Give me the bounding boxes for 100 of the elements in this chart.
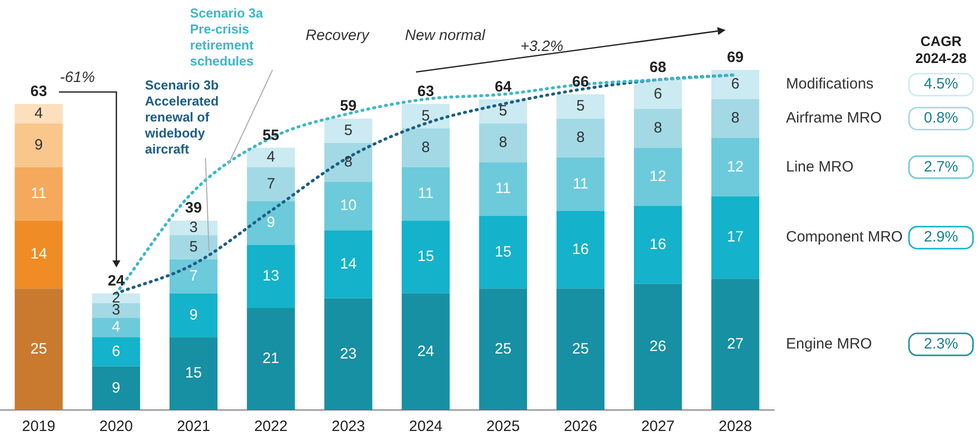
data-label: 6 (112, 342, 120, 360)
bar (14, 220, 63, 289)
text: Scenario 3a Pre-crisis retirement schedules (190, 6, 264, 69)
total-label: 63 (417, 83, 434, 100)
total-label: 63 (30, 83, 48, 100)
data-label: 8 (344, 153, 352, 170)
annotation: +3.2% (520, 38, 564, 56)
bar (479, 288, 528, 410)
data-label: 14 (30, 246, 48, 263)
bar (170, 259, 218, 294)
series-label: Line MRO (786, 158, 854, 176)
bar (556, 210, 604, 289)
bar (92, 366, 140, 410)
data-label: 6 (654, 85, 662, 102)
bar (246, 167, 295, 202)
x-tick-label: 2025 (486, 418, 520, 436)
bar (402, 293, 450, 410)
data-label: 13 (262, 268, 280, 285)
bar (479, 123, 528, 162)
data-label: 8 (654, 119, 662, 136)
data-label: 8 (731, 110, 740, 127)
bar (324, 182, 372, 230)
text: 2.7% (924, 158, 958, 176)
data-label: 16 (650, 236, 666, 253)
data-label: 3 (189, 219, 198, 236)
text: 0.8% (924, 110, 958, 127)
data-label: 4 (266, 148, 276, 166)
data-label: 5 (189, 238, 198, 256)
bar (92, 293, 140, 304)
bar (14, 288, 63, 410)
data-label: 11 (495, 180, 511, 198)
x-tick-label: 2019 (22, 418, 56, 436)
data-label: 25 (494, 340, 512, 358)
data-label: 4 (34, 104, 43, 122)
total-label: 64 (494, 78, 512, 96)
data-label: 7 (189, 268, 198, 285)
data-label: 25 (30, 340, 48, 358)
total-label: 39 (185, 200, 202, 217)
data-label: 5 (498, 102, 508, 120)
bar (324, 142, 372, 182)
bar (14, 104, 63, 124)
bar (324, 118, 372, 143)
bar (170, 337, 218, 410)
bar (711, 138, 760, 196)
bar (402, 104, 450, 128)
bar (634, 108, 682, 148)
total-label: 59 (340, 98, 357, 115)
data-label: 9 (266, 214, 276, 232)
bar (92, 337, 140, 366)
text: 4.5% (924, 76, 958, 93)
x-tick-label: 2026 (564, 418, 598, 436)
total-label: 66 (572, 73, 589, 90)
bar (556, 288, 604, 410)
total-label: 69 (726, 49, 744, 66)
bar (324, 230, 372, 298)
legend-label: Airframe MRO (786, 110, 882, 127)
legend-label: Modifications (786, 76, 874, 93)
bar (402, 128, 450, 168)
bar (711, 278, 760, 410)
x-tick-label: 2027 (641, 418, 675, 436)
legend-label: Component MRO (786, 228, 903, 246)
data-label: 10 (340, 197, 357, 214)
bar (556, 157, 604, 211)
bar (246, 201, 295, 245)
data-label: 16 (572, 240, 589, 258)
data-label: 21 (262, 350, 280, 368)
data-label: 8 (576, 129, 585, 146)
data-label: 12 (726, 158, 744, 176)
data-label: 24 (417, 342, 434, 360)
bar (170, 220, 218, 236)
data-label: 5 (576, 98, 585, 115)
data-label: 27 (726, 336, 744, 353)
x-tick-label: 2028 (718, 418, 752, 436)
data-label: 26 (650, 338, 666, 355)
text: 2.3% (924, 336, 958, 353)
total-label: 55 (262, 126, 280, 144)
bar (92, 303, 140, 318)
text: Scenario 3b Accelerated renewal of widebody aircraft (144, 78, 219, 157)
data-label: 5 (344, 122, 352, 139)
x-tick-label: 2023 (332, 418, 365, 436)
data-label: 8 (422, 138, 430, 156)
bar (556, 118, 604, 158)
bar (634, 80, 682, 109)
text: 2.9% (924, 228, 958, 246)
bar (14, 123, 63, 168)
annotation: -61% (60, 69, 95, 86)
bar (402, 167, 450, 221)
x-tick-label: 2020 (99, 418, 133, 436)
bar (556, 94, 604, 119)
bar (402, 220, 450, 294)
bar (14, 167, 63, 221)
bar (634, 148, 682, 206)
data-label: 3 (112, 302, 120, 319)
x-tick-label: 2022 (254, 418, 288, 436)
data-label: 23 (340, 345, 357, 362)
data-label: 14 (340, 255, 357, 272)
x-tick-label: 2021 (176, 418, 210, 436)
bar (479, 99, 528, 124)
series-label: Engine MRO (786, 336, 872, 353)
data-label: 25 (572, 340, 589, 358)
